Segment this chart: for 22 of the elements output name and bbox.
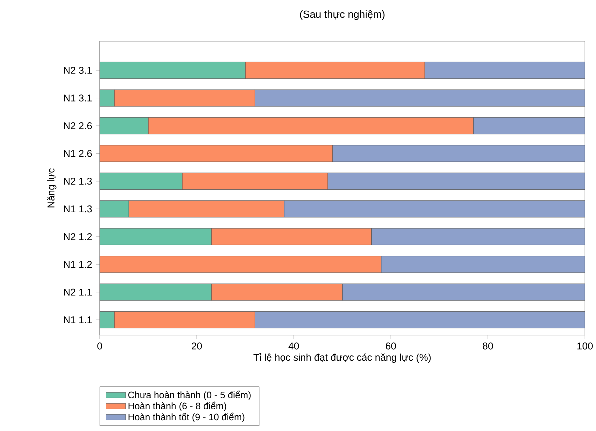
x-tick-label: 60 [386, 342, 396, 350]
x-tick-label: 100 [578, 342, 593, 350]
x-tick-label: 0 [98, 342, 102, 350]
y-tick-label: N2 1.3 [64, 178, 92, 185]
y-tick-label: N2 1.2 [64, 233, 92, 240]
x-tick-label: 80 [483, 342, 494, 350]
legend-label: Chưa hoàn thành (0 - 5 điểm) [128, 390, 251, 400]
y-tick-label: N1 1.3 [64, 206, 92, 213]
x-tick-label: 20 [192, 342, 202, 350]
legend-label: Hoàn thành (6 - 8 điểm) [128, 402, 226, 412]
x-tick-label: 40 [288, 342, 300, 350]
y-tick-label: N1 2.6 [64, 150, 92, 158]
y-tick-label: N2 3.1 [64, 67, 92, 74]
chart-title: (Sau thực nghiệm) [300, 10, 385, 20]
y-tick-label: N2 2.6 [64, 122, 92, 130]
y-axis-title: Năng lực [47, 168, 57, 208]
legend-label: Hoàn thành tốt (9 - 10 điểm) [128, 412, 245, 422]
y-tick-label: N1 3.1 [64, 94, 92, 102]
y-tick-label: N1 1.1 [64, 316, 92, 324]
x-axis-title: Tỉ lệ học sinh đạt được các năng lực (%) [254, 354, 431, 364]
y-tick-label: N1 1.2 [64, 261, 92, 268]
y-tick-label: N2 1.1 [64, 288, 92, 296]
